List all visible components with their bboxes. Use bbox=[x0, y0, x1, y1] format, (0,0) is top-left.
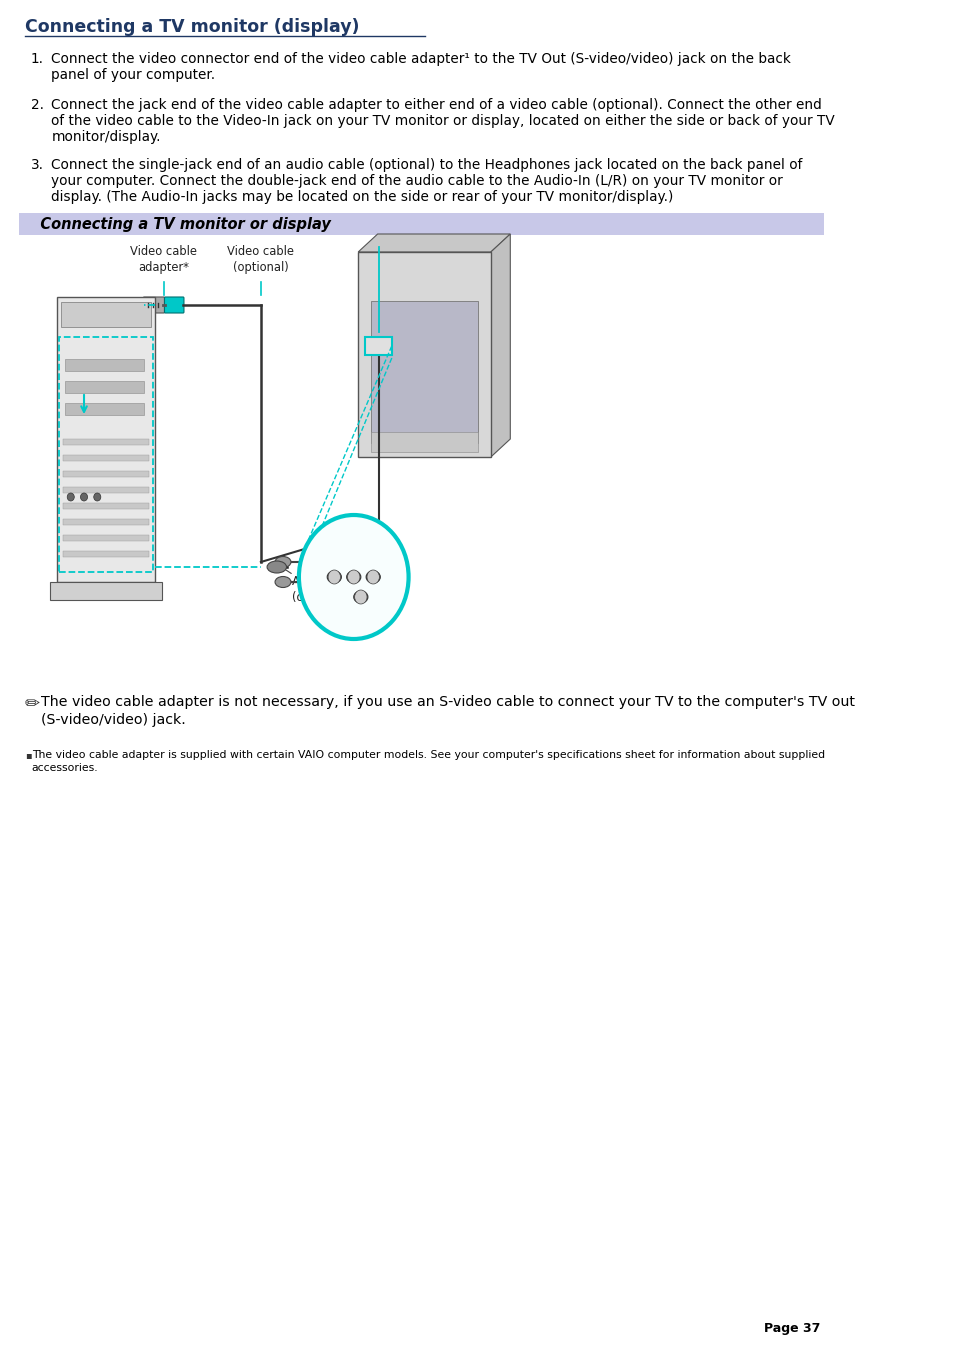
FancyBboxPatch shape bbox=[63, 551, 150, 557]
Ellipse shape bbox=[346, 571, 360, 584]
Polygon shape bbox=[490, 234, 510, 457]
Circle shape bbox=[298, 515, 408, 639]
FancyBboxPatch shape bbox=[51, 582, 162, 600]
Circle shape bbox=[367, 570, 379, 584]
Text: Connecting a TV monitor (display): Connecting a TV monitor (display) bbox=[25, 18, 359, 36]
Circle shape bbox=[328, 570, 340, 584]
FancyBboxPatch shape bbox=[61, 303, 152, 327]
Text: Page 37: Page 37 bbox=[763, 1323, 820, 1335]
FancyBboxPatch shape bbox=[63, 519, 150, 526]
Circle shape bbox=[355, 590, 367, 604]
Text: 3.: 3. bbox=[30, 158, 44, 172]
FancyBboxPatch shape bbox=[63, 455, 150, 461]
FancyBboxPatch shape bbox=[164, 297, 184, 313]
Text: Video cable
adapter*: Video cable adapter* bbox=[130, 245, 197, 274]
FancyBboxPatch shape bbox=[63, 471, 150, 477]
Text: Audio cable
(optional): Audio cable (optional) bbox=[292, 576, 359, 604]
FancyBboxPatch shape bbox=[357, 253, 490, 457]
Text: Connecting a TV monitor or display: Connecting a TV monitor or display bbox=[25, 218, 331, 232]
FancyBboxPatch shape bbox=[63, 439, 150, 444]
Ellipse shape bbox=[327, 571, 341, 584]
Text: monitor/display.: monitor/display. bbox=[51, 130, 161, 145]
Text: The video cable adapter is supplied with certain VAIO computer models. See your : The video cable adapter is supplied with… bbox=[31, 750, 824, 773]
FancyBboxPatch shape bbox=[65, 359, 144, 372]
FancyBboxPatch shape bbox=[365, 336, 392, 355]
FancyBboxPatch shape bbox=[19, 213, 823, 235]
Text: display. (The Audio-In jacks may be located on the side or rear of your TV monit: display. (The Audio-In jacks may be loca… bbox=[51, 190, 673, 204]
Text: ✏: ✏ bbox=[25, 694, 40, 713]
Text: Connect the video connector end of the video cable adapter¹ to the TV Out (S-vid: Connect the video connector end of the v… bbox=[51, 51, 790, 66]
FancyBboxPatch shape bbox=[63, 503, 150, 509]
FancyBboxPatch shape bbox=[65, 381, 144, 393]
FancyBboxPatch shape bbox=[370, 432, 478, 453]
FancyBboxPatch shape bbox=[63, 486, 150, 493]
Ellipse shape bbox=[354, 590, 368, 603]
Text: Connect the single-jack end of an audio cable (optional) to the Headphones jack : Connect the single-jack end of an audio … bbox=[51, 158, 801, 172]
Text: Video cable
(optional): Video cable (optional) bbox=[227, 245, 294, 274]
Circle shape bbox=[93, 493, 101, 501]
FancyBboxPatch shape bbox=[143, 297, 164, 313]
Text: your computer. Connect the double-jack end of the audio cable to the Audio-In (L: your computer. Connect the double-jack e… bbox=[51, 174, 782, 188]
Ellipse shape bbox=[267, 561, 286, 573]
Ellipse shape bbox=[366, 571, 380, 584]
Text: The video cable adapter is not necessary, if you use an S-video cable to connect: The video cable adapter is not necessary… bbox=[41, 694, 854, 727]
Ellipse shape bbox=[274, 577, 291, 588]
Ellipse shape bbox=[274, 557, 291, 567]
FancyBboxPatch shape bbox=[65, 403, 144, 415]
FancyBboxPatch shape bbox=[370, 301, 478, 443]
Text: 1.: 1. bbox=[30, 51, 44, 66]
Circle shape bbox=[80, 493, 88, 501]
FancyBboxPatch shape bbox=[63, 535, 150, 540]
Text: 2.: 2. bbox=[30, 99, 44, 112]
Circle shape bbox=[347, 570, 359, 584]
Polygon shape bbox=[357, 234, 510, 253]
Circle shape bbox=[67, 493, 74, 501]
Text: of the video cable to the Video-In jack on your TV monitor or display, located o: of the video cable to the Video-In jack … bbox=[51, 113, 834, 128]
FancyBboxPatch shape bbox=[57, 297, 154, 582]
Text: panel of your computer.: panel of your computer. bbox=[51, 68, 215, 82]
Text: Connect the jack end of the video cable adapter to either end of a video cable (: Connect the jack end of the video cable … bbox=[51, 99, 821, 112]
Text: ▪: ▪ bbox=[25, 750, 31, 761]
